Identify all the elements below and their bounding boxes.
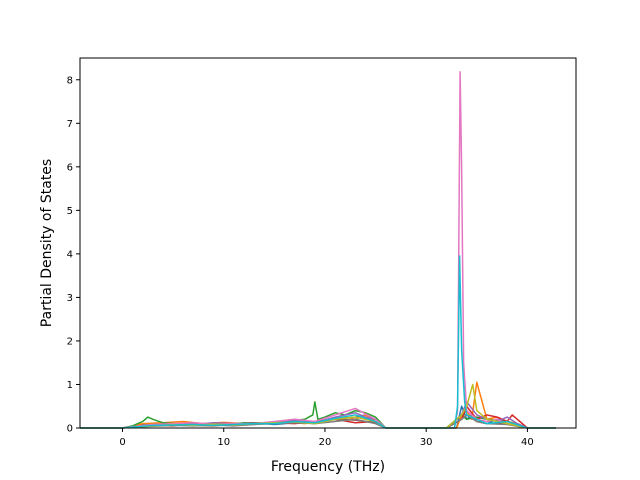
y-tick-label: 7 (67, 119, 73, 130)
x-tick-label: 30 (420, 437, 433, 448)
series-layer (80, 71, 556, 429)
y-tick-label: 8 (67, 75, 73, 86)
y-tick-label: 3 (67, 293, 73, 304)
y-axis-label: Partial Density of States (39, 159, 55, 327)
x-tick-label: 10 (217, 437, 230, 448)
x-tick-label: 0 (119, 437, 125, 448)
y-tick-label: 0 (67, 424, 73, 435)
series-line-7 (80, 71, 556, 429)
y-tick-label: 1 (67, 380, 73, 391)
y-tick-label: 5 (67, 206, 73, 217)
y-tick-label: 2 (67, 336, 73, 347)
plot-area-background (80, 58, 576, 428)
y-tick-label: 6 (67, 162, 73, 173)
x-axis-label: Frequency (THz) (271, 459, 385, 475)
series-line-3 (80, 401, 556, 429)
series-line-10 (80, 255, 556, 429)
x-tick-label: 20 (319, 437, 332, 448)
ticks-layer: 0 10 20 30 40 0 1 2 3 4 5 6 7 8 (67, 75, 534, 448)
plot-frame (79, 57, 577, 429)
y-tick-label: 4 (67, 249, 73, 260)
x-tick-label: 40 (521, 437, 534, 448)
